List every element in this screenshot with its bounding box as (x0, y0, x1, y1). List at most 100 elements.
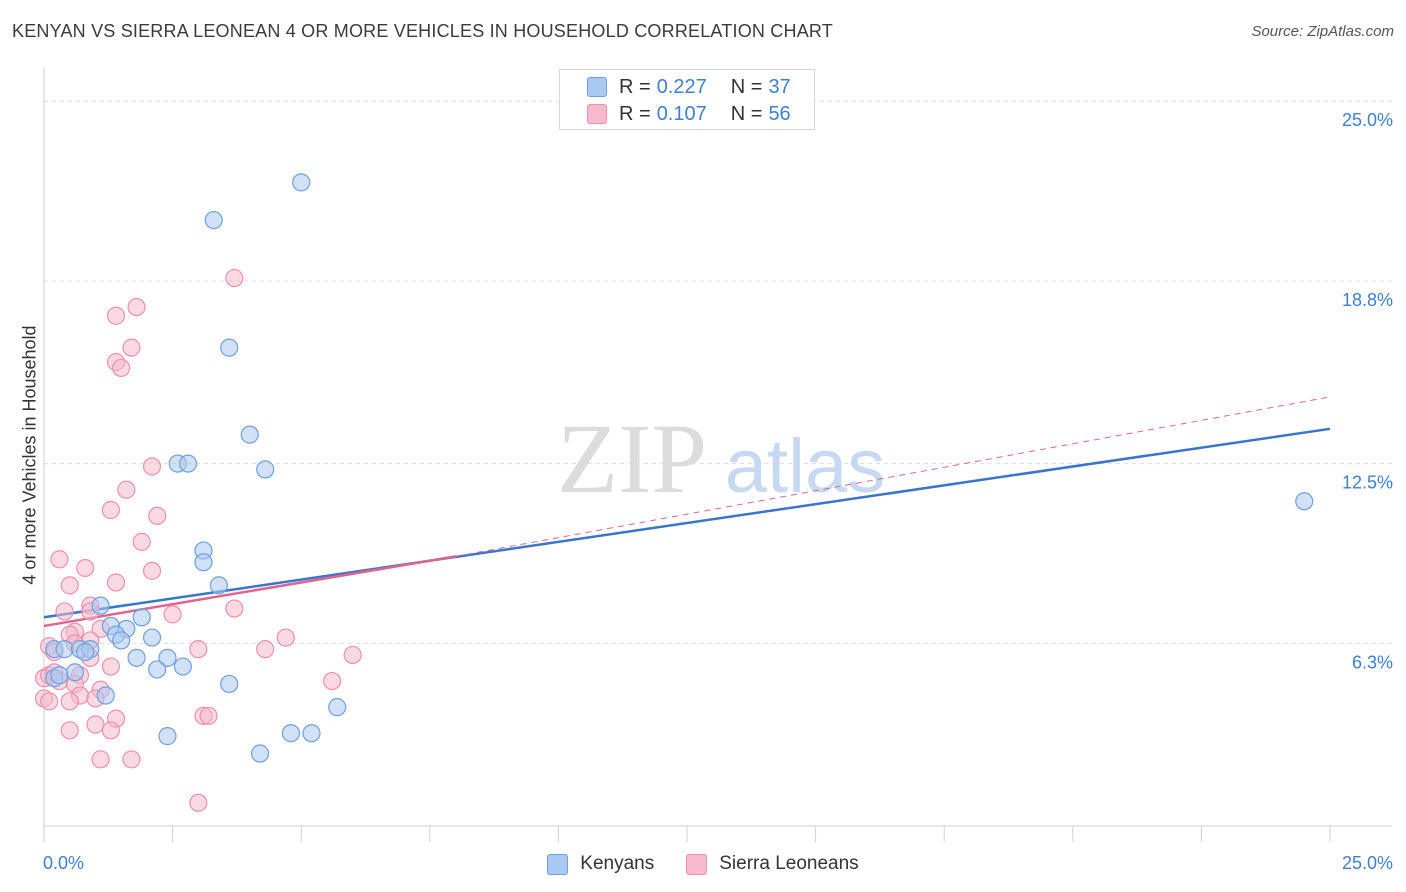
watermark: ZIP atlas (557, 403, 885, 514)
legend-item-sierra[interactable]: Sierra Leoneans (686, 853, 859, 875)
sierra-point-6[interactable] (142, 457, 162, 476)
sierra-point-17[interactable] (55, 602, 74, 621)
kenyan-point-27[interactable] (65, 663, 84, 682)
grid-lines (44, 100, 1392, 644)
sierra-swatch (587, 104, 607, 124)
sierra-point-52[interactable] (101, 721, 120, 740)
sierra-point-13[interactable] (142, 561, 162, 580)
kenyan-point-15[interactable] (142, 628, 162, 647)
data-points (34, 173, 1314, 812)
kenyan-point-32[interactable] (158, 727, 177, 746)
kenyan-point-3[interactable] (240, 425, 259, 444)
kenyan-point-26[interactable] (148, 660, 167, 679)
sierra-trendline-extension (455, 396, 1331, 557)
legend-sierra-label: Sierra Leoneans (719, 853, 859, 874)
sierra-point-29[interactable] (256, 640, 275, 659)
kenyan-point-36[interactable] (50, 666, 69, 685)
sierra-point-0[interactable] (225, 268, 244, 288)
n-label: N = (730, 102, 763, 125)
sierra-point-53[interactable] (91, 750, 110, 769)
y-tick-label-2: 18.8% (1342, 290, 1393, 310)
kenyan-point-35[interactable] (250, 744, 270, 763)
sierra-point-46[interactable] (60, 692, 79, 711)
kenyan-point-30[interactable] (96, 686, 115, 705)
kenyan-point-11[interactable] (91, 596, 110, 615)
y-tick-label-1: 12.5% (1342, 473, 1393, 493)
kenyan-point-33[interactable] (281, 724, 301, 743)
sierra-point-12[interactable] (76, 558, 95, 578)
x-tick-label-0: 0.0% (43, 853, 84, 873)
y-axis-label: 4 or more Vehicles in Household (19, 325, 40, 585)
chart-title: KENYAN VS SIERRA LEONEAN 4 OR MORE VEHIC… (12, 21, 833, 41)
kenyan-point-5[interactable] (178, 454, 198, 473)
kenyan-trendline (43, 427, 1331, 619)
kenyan-point-10[interactable] (209, 576, 228, 595)
kenyan-point-23[interactable] (127, 648, 146, 667)
sierra-point-7[interactable] (117, 480, 136, 499)
sierra-legend-swatch (686, 853, 708, 875)
r-value: 0.227 (656, 75, 707, 98)
sierra-point-9[interactable] (148, 506, 167, 525)
kenyan-point-1[interactable] (204, 210, 223, 230)
series-legend: Kenyans Sierra Leoneans (0, 851, 1406, 877)
r-label: R = (619, 102, 651, 125)
x-tick-label-1: 25.0% (1342, 853, 1393, 873)
sierra-point-28[interactable] (189, 640, 208, 659)
source-label: Source: ZipAtlas.com (1251, 23, 1394, 40)
kenyan-point-25[interactable] (173, 657, 192, 676)
watermark-zip: ZIP (557, 403, 707, 514)
sierra-trendline (43, 555, 456, 628)
sierra-point-31[interactable] (343, 645, 362, 665)
sierra-point-5[interactable] (112, 358, 131, 378)
sierra-point-20[interactable] (163, 605, 182, 624)
r-value: 0.107 (656, 102, 707, 125)
sierra-point-10[interactable] (132, 532, 151, 551)
sierra-point-45[interactable] (40, 692, 59, 711)
n-value: 37 (768, 75, 791, 98)
tick-labels: 6.3% 12.5% 18.8% 25.0% 0.0% 25.0% (43, 110, 1393, 873)
y-tick-label-3: 25.0% (1342, 110, 1393, 130)
kenyan-point-2[interactable] (220, 338, 239, 357)
sierra-point-55[interactable] (189, 793, 208, 812)
n-label: N = (730, 75, 763, 98)
sierra-point-49[interactable] (199, 706, 218, 725)
kenyans-swatch (587, 77, 607, 97)
n-value: 56 (768, 102, 791, 125)
sierra-point-11[interactable] (50, 550, 69, 569)
stats-legend-sierra: R = 0.107 N = 56 (587, 102, 791, 126)
sierra-point-19[interactable] (225, 599, 244, 618)
kenyan-point-29[interactable] (220, 674, 239, 694)
sierra-point-25[interactable] (276, 628, 295, 647)
sierra-point-14[interactable] (106, 573, 126, 592)
kenyan-point-22[interactable] (76, 642, 95, 662)
kenyan-point-9[interactable] (194, 553, 213, 572)
stats-legend: R = 0.227 N = 37 R = 0.107 N = 56 (559, 69, 815, 130)
trend-lines (43, 396, 1331, 628)
sierra-point-54[interactable] (122, 750, 141, 769)
kenyan-point-34[interactable] (302, 724, 321, 743)
kenyan-point-17[interactable] (112, 631, 131, 650)
sierra-point-39[interactable] (322, 671, 342, 691)
sierra-point-51[interactable] (60, 721, 79, 740)
stats-legend-kenyans: R = 0.227 N = 37 (587, 75, 791, 99)
sierra-point-33[interactable] (101, 657, 120, 676)
kenyan-point-0[interactable] (292, 173, 311, 192)
kenyan-point-6[interactable] (256, 460, 275, 479)
sierra-point-8[interactable] (101, 500, 120, 520)
kenyan-point-19[interactable] (55, 640, 74, 659)
sierra-point-15[interactable] (60, 576, 79, 595)
kenyans-legend-swatch (547, 853, 569, 875)
watermark-atlas: atlas (725, 424, 886, 509)
kenyan-point-12[interactable] (132, 608, 151, 627)
kenyan-point-7[interactable] (1295, 492, 1314, 511)
legend-item-kenyans[interactable]: Kenyans (547, 853, 654, 875)
sierra-point-2[interactable] (106, 306, 126, 325)
kenyan-point-31[interactable] (328, 698, 347, 717)
r-label: R = (619, 75, 651, 98)
sierra-point-1[interactable] (127, 297, 146, 317)
sierra-point-50[interactable] (86, 715, 105, 734)
sierra-point-3[interactable] (122, 338, 141, 357)
kenyan-point-24[interactable] (158, 648, 177, 667)
axes (43, 68, 1392, 842)
